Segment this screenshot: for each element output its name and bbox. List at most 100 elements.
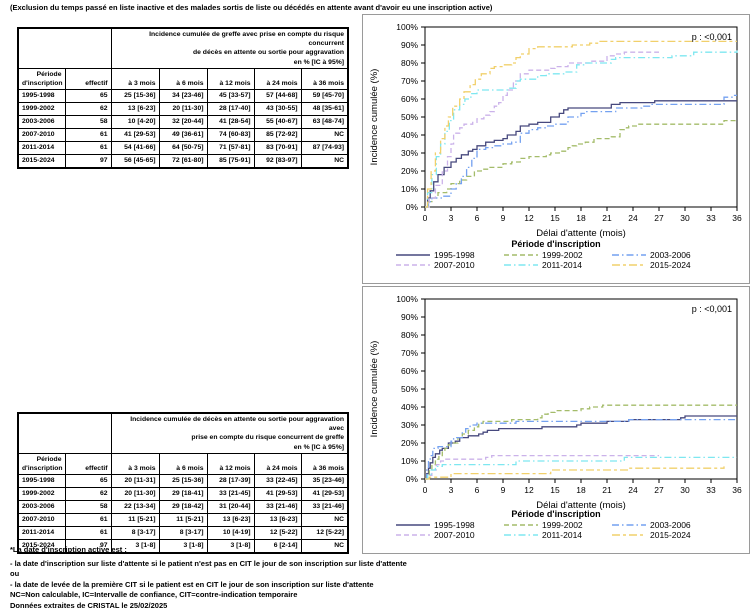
legend-item-2011-2014: 2011-2014 — [504, 260, 608, 270]
value-cell: NC — [300, 128, 349, 143]
column-header: à 36 mois — [300, 67, 349, 91]
footnote-line: NC=Non calculable, IC=Intervalle de conf… — [10, 590, 298, 599]
legend-row: 2007-2010 2011-2014 2015-2024 — [394, 260, 718, 270]
value-cell: 28 [17-40] — [206, 102, 255, 117]
y-tick-label: 60% — [401, 94, 418, 104]
period-cell: 1999-2002 — [17, 102, 66, 117]
table-incidence-greffe-wrap: Incidence cumulée de greffe avec prise e… — [17, 27, 350, 170]
value-cell: 6 [2-14] — [253, 539, 302, 554]
legend-line-swatch — [504, 524, 538, 526]
legend-label: 1999-2002 — [542, 250, 583, 260]
footnote-line: - la date de levée de la première CIT si… — [10, 579, 374, 589]
y-tick-label: 10% — [401, 456, 418, 466]
table-measure-header: Incidence cumulée de décès en attente ou… — [110, 412, 349, 454]
series-2015-2024 — [425, 466, 725, 480]
value-cell: 11 [5-21] — [110, 513, 160, 528]
value-cell: 97 — [64, 154, 112, 169]
series-1995-1998 — [425, 415, 737, 480]
legend-item-1999-2002: 1999-2002 — [504, 250, 608, 260]
legend-title: Période d'inscription — [511, 509, 601, 519]
series-2011-2014 — [425, 50, 738, 208]
table-corner-cell — [17, 412, 112, 454]
period-cell: 2003-2006 — [17, 115, 66, 130]
y-tick-label: 100% — [396, 22, 418, 32]
value-cell: 32 [20-44] — [158, 115, 208, 130]
column-header: effectif — [64, 67, 112, 91]
footnotes: *La date d'inscription active est : - la… — [10, 545, 407, 611]
value-cell: 31 [20-44] — [206, 500, 255, 515]
legend-item-1995-1998: 1995-1998 — [396, 250, 500, 260]
legend-label: 2003-2006 — [650, 250, 691, 260]
value-cell: 85 [75-91] — [206, 154, 255, 169]
legend-label: 2007-2010 — [434, 530, 475, 540]
value-cell: 56 [45-65] — [110, 154, 160, 169]
value-cell: 72 [61-80] — [158, 154, 208, 169]
column-header: Période d'inscription — [17, 67, 66, 91]
x-tick-label: 3 — [449, 213, 454, 223]
y-tick-label: 60% — [401, 366, 418, 376]
period-cell: 2007-2010 — [17, 128, 66, 143]
series-1999-2002 — [425, 404, 737, 480]
value-cell: 55 [40-67] — [253, 115, 302, 130]
y-tick-label: 80% — [401, 58, 418, 68]
x-tick-label: 9 — [501, 485, 506, 495]
table-row: 1999-2002 62 20 [11-30] 29 [18-41] 33 [21-45… — [17, 487, 349, 502]
value-cell: 29 [18-41] — [158, 487, 208, 502]
x-tick-label: 30 — [680, 213, 690, 223]
value-cell: 41 [29-53] — [110, 128, 160, 143]
series-1999-2002 — [425, 119, 737, 208]
value-cell: 45 [33-57] — [206, 89, 255, 104]
series-2007-2010 — [425, 454, 659, 480]
value-cell: 22 [13-34] — [110, 500, 160, 515]
table-corner-cell — [17, 27, 112, 69]
table-incidence-deces: Incidence cumulée de décès en attente ou… — [17, 412, 350, 555]
x-tick-label: 33 — [706, 213, 716, 223]
legend-label: 2015-2024 — [650, 260, 691, 270]
x-tick-label: 18 — [576, 485, 586, 495]
table-row: 2011-2014 61 8 [3-17] 8 [3-17] 10 [4-19] 12 [… — [17, 526, 349, 541]
value-cell: 11 [5-21] — [158, 513, 208, 528]
value-cell: 65 — [64, 89, 112, 104]
period-cell: 2011-2014 — [17, 526, 66, 541]
plot-frame — [424, 26, 738, 208]
series-2011-2014 — [425, 456, 737, 480]
value-cell: 58 — [64, 115, 112, 130]
legend-row: 1995-1998 1999-2002 2003-2006 — [394, 250, 718, 260]
footnote-line: Données extraites de CRISTAL le 25/02/20… — [10, 600, 168, 610]
y-tick-label: 30% — [401, 148, 418, 158]
value-cell: 25 [15-36] — [158, 474, 208, 489]
table-row: 2003-2006 58 22 [13-34] 29 [18-42] 31 [20-44… — [17, 500, 349, 515]
y-tick-label: 20% — [401, 438, 418, 448]
table-row: 1995-1998 65 20 [11-31] 25 [15-36] 28 [17-39… — [17, 474, 349, 489]
y-tick-label: 40% — [401, 130, 418, 140]
value-cell: 61 — [64, 128, 112, 143]
period-cell: 1999-2002 — [17, 487, 66, 502]
y-tick-label: 40% — [401, 402, 418, 412]
y-tick-label: 90% — [401, 40, 418, 50]
value-cell: 62 — [64, 487, 112, 502]
value-cell: 33 [21-46] — [253, 500, 302, 515]
value-cell: 65 — [64, 474, 112, 489]
x-tick-label: 27 — [654, 485, 664, 495]
legend-label: 1995-1998 — [434, 520, 475, 530]
legend-incidence-deces: Période d'inscription 1995-1998 1999-2002 2… — [363, 509, 749, 540]
table-row: 2007-2010 61 11 [5-21] 11 [5-21] 13 [6-23] 13… — [17, 513, 349, 528]
value-cell: NC — [300, 539, 349, 554]
value-cell: 41 [28-54] — [206, 115, 255, 130]
value-cell: 13 [6-23] — [206, 513, 255, 528]
x-tick-label: 9 — [501, 213, 506, 223]
y-tick-label: 10% — [401, 184, 418, 194]
value-cell: 13 [6-23] — [253, 513, 302, 528]
x-tick-label: 0 — [423, 485, 428, 495]
table-row: 1999-2002 62 13 [6-23] 20 [11-30] 28 [17-40]… — [17, 102, 349, 117]
legend-item-2015-2024: 2015-2024 — [612, 530, 716, 540]
legend-line-swatch — [396, 534, 430, 536]
value-cell: 25 [15-36] — [110, 89, 160, 104]
figure-incidence-deces: 0% 10% 20% 30% 40% 50% 60% 70% 80% 90% 100% 0 3 6 9 12 1… — [362, 286, 750, 554]
x-tick-label: 36 — [732, 213, 742, 223]
value-cell: 87 [74-93] — [300, 141, 349, 156]
legend-label: 1995-1998 — [434, 250, 475, 260]
value-cell: 13 [6-23] — [110, 102, 160, 117]
value-cell: 35 [23-46] — [300, 474, 349, 489]
